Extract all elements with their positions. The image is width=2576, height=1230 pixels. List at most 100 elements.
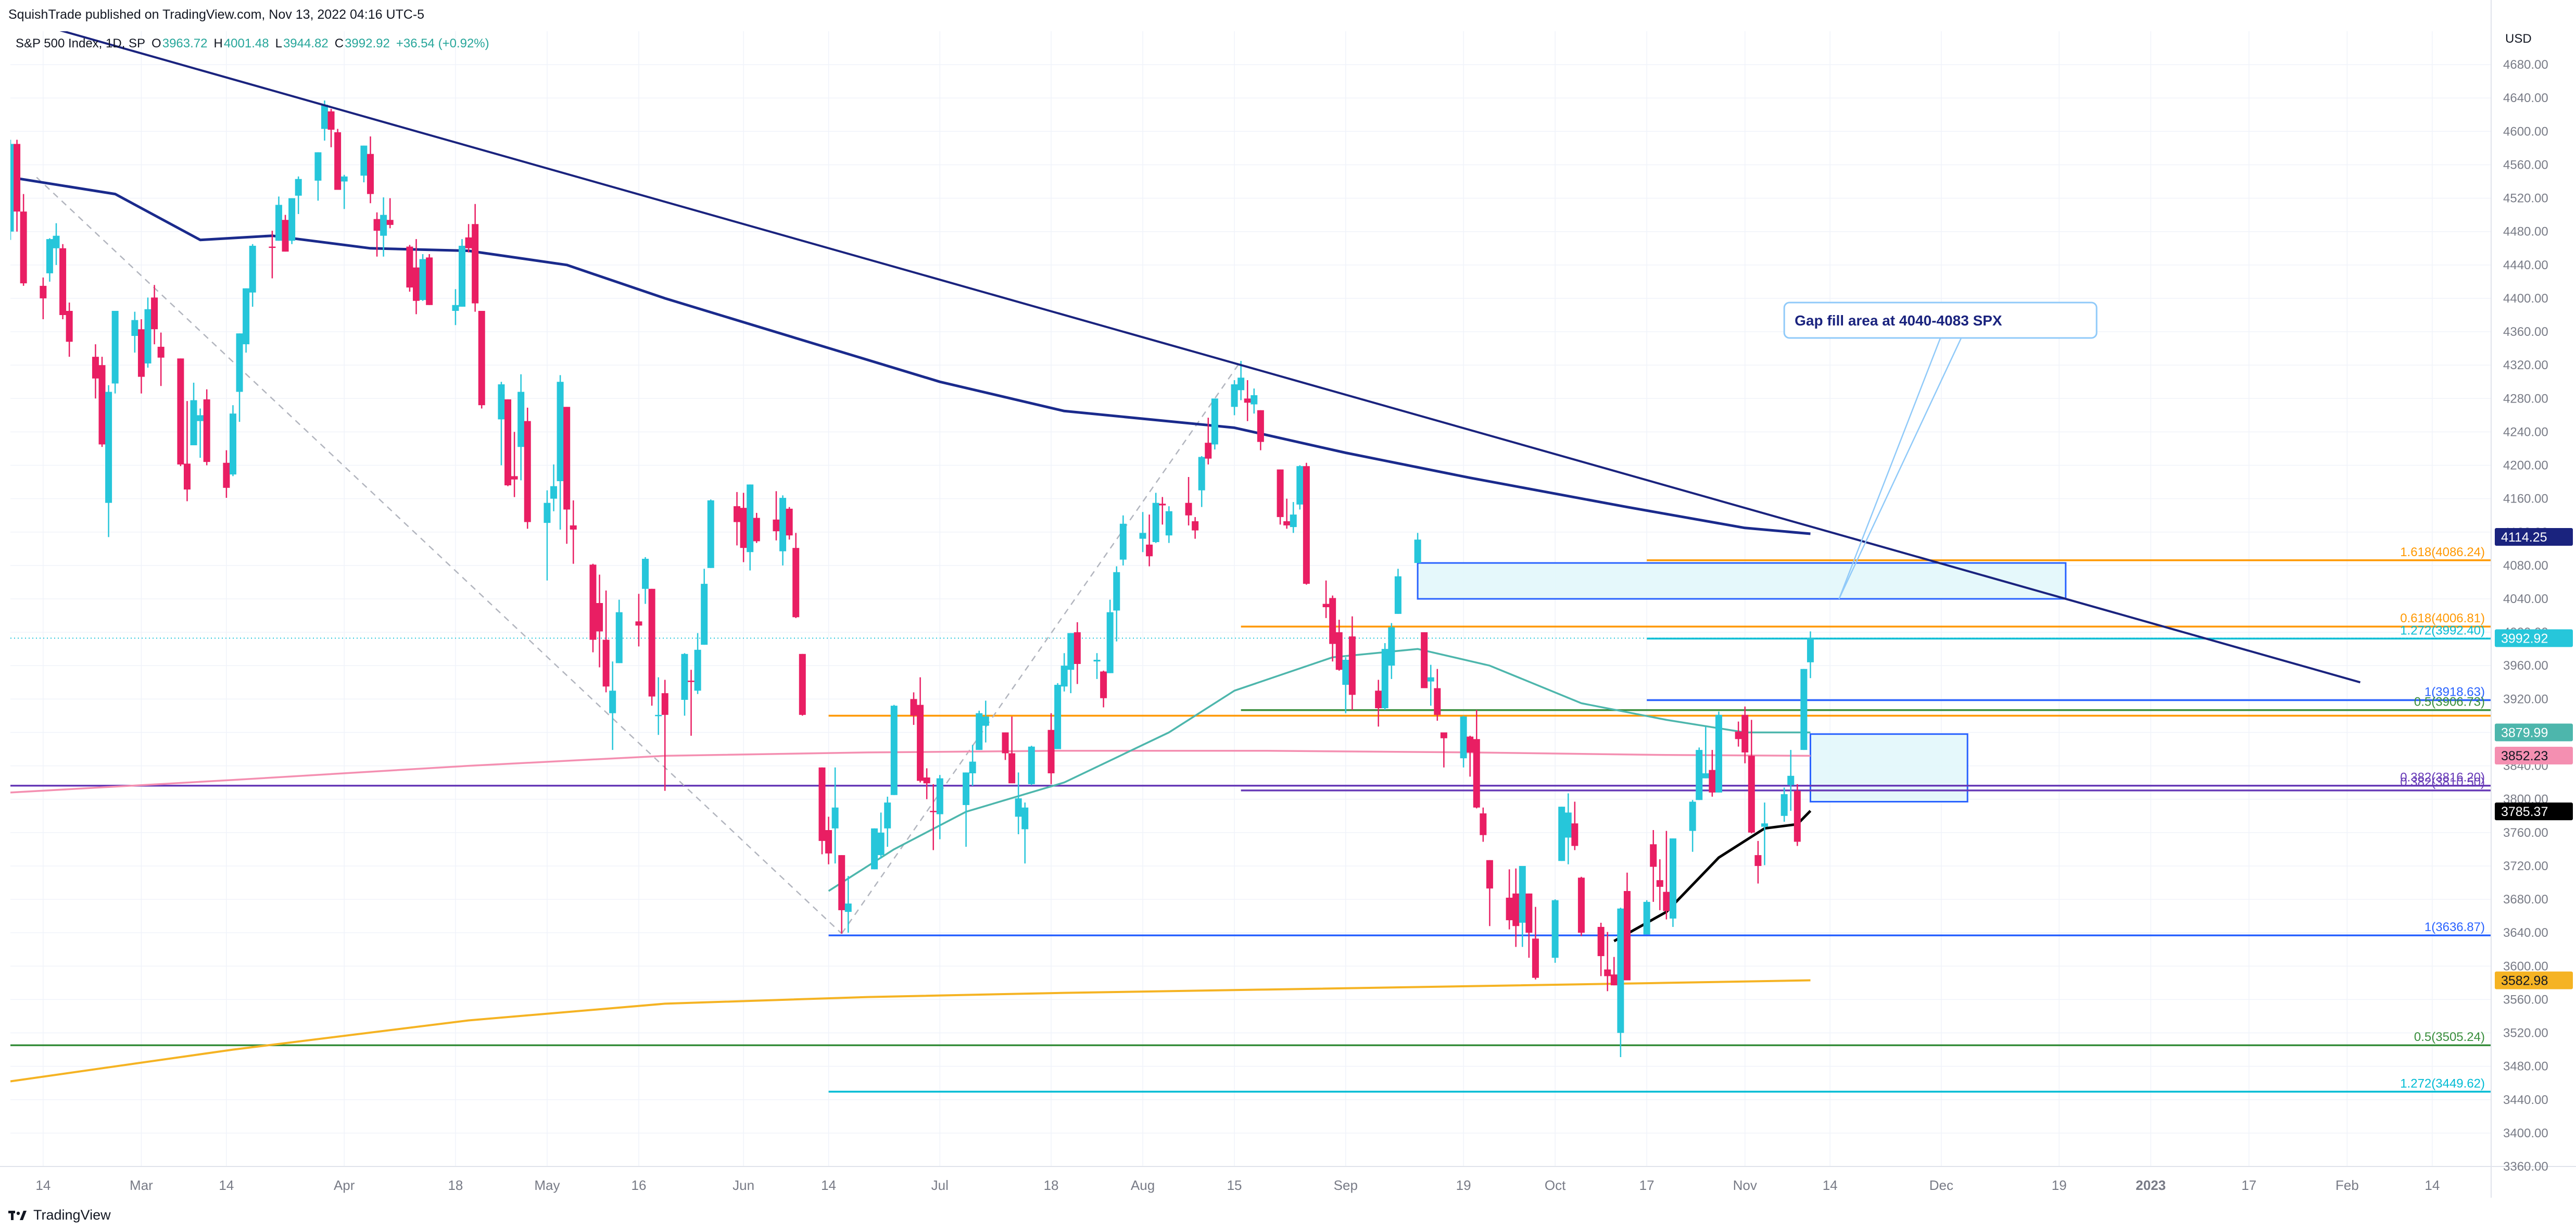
candle-body <box>1794 790 1801 842</box>
x-tick-label: 14 <box>821 1177 836 1193</box>
candle-body <box>327 111 335 130</box>
x-tick-label: 14 <box>1823 1177 1838 1193</box>
candle-body <box>648 588 655 697</box>
tradingview-logo-icon <box>8 1210 27 1220</box>
candle-body <box>1165 511 1172 536</box>
callout-text: Gap fill area at 4040-4083 SPX <box>1795 312 2002 329</box>
candle-body <box>275 205 282 241</box>
y-tick-label: 3960.00 <box>2503 659 2548 673</box>
candle-body <box>1106 612 1114 673</box>
candle-body <box>1650 844 1657 867</box>
candle-body <box>930 811 937 812</box>
candle-body <box>1238 378 1245 391</box>
y-tick-label: 4040.00 <box>2503 592 2548 606</box>
candle-body <box>563 407 571 510</box>
candle-body <box>1198 457 1205 491</box>
candle-body <box>1564 812 1572 838</box>
candle-body <box>223 462 230 488</box>
candle-body <box>773 519 780 532</box>
candle-body <box>1623 891 1631 981</box>
candle-body <box>1100 671 1107 698</box>
candle-body <box>1761 823 1768 827</box>
price-tag <box>2495 723 2573 742</box>
candle-body <box>1434 688 1441 715</box>
y-tick-label: 3440.00 <box>2503 1093 2548 1107</box>
candle-body <box>642 559 649 589</box>
candle-body <box>157 346 165 358</box>
candle-body <box>602 639 610 687</box>
y-tick-label: 4440.00 <box>2503 258 2548 272</box>
tradingview-brand[interactable]: TradingView <box>8 1207 111 1223</box>
candle-body <box>314 152 322 181</box>
y-tick-label: 3400.00 <box>2503 1126 2548 1140</box>
candle-body <box>367 154 374 194</box>
y-tick-label: 3720.00 <box>2503 859 2548 873</box>
candle-body <box>478 310 485 406</box>
x-tick-label: Aug <box>1131 1177 1155 1193</box>
candle-body <box>203 399 210 462</box>
candle-body <box>1296 466 1304 505</box>
candle-body <box>236 333 243 392</box>
close-label: C <box>334 36 344 51</box>
candle-body <box>753 518 760 542</box>
candle-body <box>976 713 983 750</box>
candle-body <box>740 508 747 548</box>
candle-body <box>596 603 603 632</box>
plot-area <box>10 31 2491 1166</box>
candle-body <box>1807 638 1814 662</box>
gap-zone-box <box>1417 562 2067 600</box>
symbol-name[interactable]: S&P 500 Index, 1D, SP <box>16 36 146 51</box>
candle-body <box>20 211 27 284</box>
x-tick-label: 18 <box>1044 1177 1059 1193</box>
candle-body <box>1473 739 1480 808</box>
candle-body <box>589 564 597 640</box>
candle-body <box>504 399 512 485</box>
candle-body <box>1054 685 1062 749</box>
candle-body <box>144 309 151 363</box>
candle-body <box>1388 627 1395 666</box>
x-tick-label: 19 <box>2052 1177 2067 1193</box>
candle-body <box>550 486 558 499</box>
candle-body <box>877 832 885 856</box>
candle-body <box>544 503 551 523</box>
candle-body <box>59 248 67 315</box>
candle-body <box>1800 669 1808 750</box>
candle-body <box>243 288 250 345</box>
x-tick-label: May <box>534 1177 560 1193</box>
candle-body <box>747 484 754 553</box>
x-tick-label: Mar <box>130 1177 153 1193</box>
candle-body <box>1008 753 1016 784</box>
candle-body <box>1113 572 1120 611</box>
candle-body <box>1754 855 1762 866</box>
candle-body <box>694 649 701 691</box>
candle-body <box>151 297 158 330</box>
candle-body <box>1480 813 1487 835</box>
candle-body <box>269 246 276 248</box>
chart-legend[interactable]: S&P 500 Index, 1D, SP O3963.72 H4001.48 … <box>16 36 489 51</box>
candle-body <box>1440 732 1447 738</box>
candle-body <box>1689 801 1696 831</box>
y-tick-label: 3360.00 <box>2503 1160 2548 1174</box>
candle-body <box>340 176 348 182</box>
candle-body <box>465 237 472 248</box>
candle-body <box>380 215 387 236</box>
callout-pointer <box>1838 337 1941 599</box>
candle-body <box>1414 539 1421 563</box>
candle-body <box>105 392 112 503</box>
candle-body <box>799 654 806 715</box>
price-tag <box>2495 971 2573 989</box>
candle-body <box>360 145 368 176</box>
candle-body <box>1394 576 1401 614</box>
candle-body <box>524 421 531 522</box>
low-value: 3944.82 <box>283 36 329 51</box>
dashed-trendline <box>36 177 842 934</box>
candle-body <box>779 498 787 551</box>
candle-body <box>131 320 138 336</box>
x-tick-label: 15 <box>1227 1177 1242 1193</box>
candle-body <box>910 699 917 716</box>
candle-body <box>92 357 99 379</box>
gap-zone-box <box>1809 733 1968 803</box>
candle-body <box>1002 732 1009 754</box>
x-tick-label: Jul <box>931 1177 949 1193</box>
